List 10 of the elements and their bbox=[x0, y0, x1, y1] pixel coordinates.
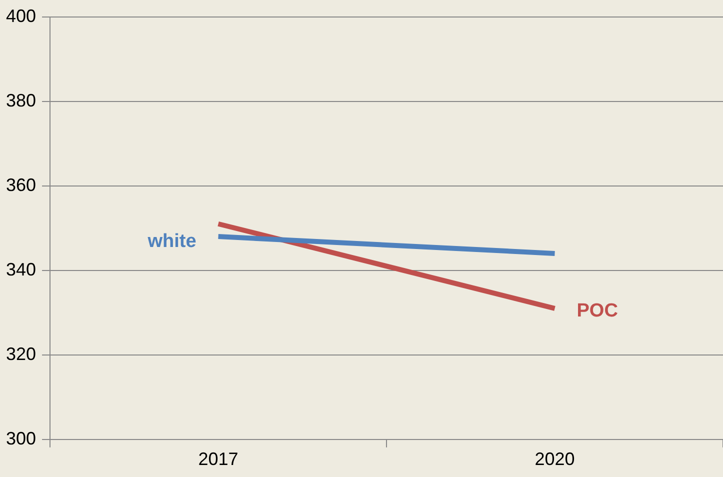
y-tick-label: 340 bbox=[6, 259, 36, 280]
x-tick-label: 2017 bbox=[198, 449, 238, 470]
y-tick-label: 360 bbox=[6, 174, 36, 195]
y-tick-label: 320 bbox=[6, 344, 36, 364]
x-tick-label: 2020 bbox=[534, 449, 575, 470]
series-label: white bbox=[146, 230, 196, 252]
y-tick-label: 400 bbox=[6, 6, 36, 26]
series-label: POC bbox=[576, 300, 618, 322]
y-tick-label: 380 bbox=[6, 90, 36, 110]
y-tick-label: 300 bbox=[6, 428, 36, 448]
